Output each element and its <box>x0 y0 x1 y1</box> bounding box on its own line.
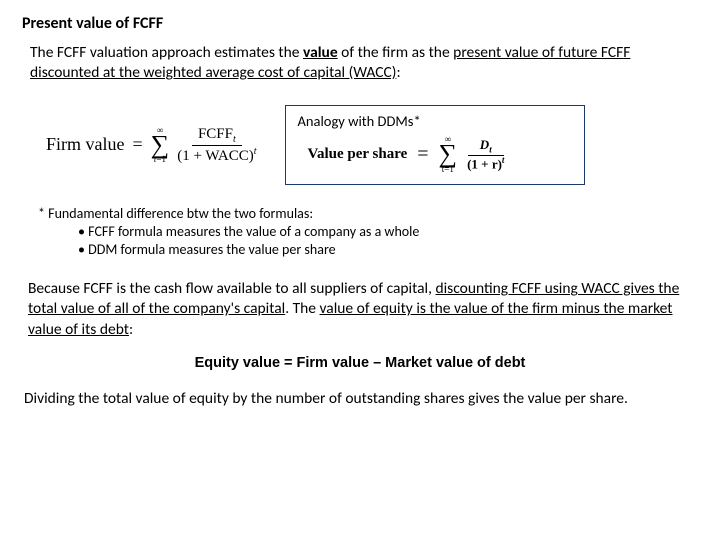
sum2-lower: t=1 <box>442 165 454 174</box>
firm-value-formula: Firm value = ∞ ∑ t=1 FCFFt (1 + WACC)t <box>46 126 257 165</box>
intro-text-2: of the firm as the <box>338 43 454 62</box>
fraction: FCFFt (1 + WACC)t <box>177 126 256 165</box>
sigma-icon-2: ∑ <box>439 144 458 165</box>
closing-paragraph: Dividing the total value of equity by th… <box>22 389 698 409</box>
intro-paragraph: The FCFF valuation approach estimates th… <box>22 43 698 83</box>
para2-text-2: . The <box>285 299 319 318</box>
footnote: * Fundamental difference btw the two for… <box>22 205 698 260</box>
fraction-2: Dt (1 + r)t <box>467 138 504 171</box>
explanation-paragraph: Because FCFF is the cash flow available … <box>22 279 698 339</box>
fraction-top: FCFFt <box>192 126 242 146</box>
footnote-bullet-2: • DDM formula measures the value per sha… <box>78 241 698 259</box>
formulas-row: Firm value = ∞ ∑ t=1 FCFFt (1 + WACC)t A… <box>22 105 698 185</box>
formula2-eq: = <box>417 141 428 167</box>
intro-text-1: The FCFF valuation approach estimates th… <box>30 43 303 62</box>
formula-eq: = <box>133 133 143 156</box>
para2-text-1: Because FCFF is the cash flow available … <box>28 279 435 298</box>
sum-lower: t=1 <box>154 155 166 164</box>
summation-symbol-2: ∞ ∑ t=1 <box>439 135 458 174</box>
footnote-bullet-1: • FCFF formula measures the value of a c… <box>78 223 698 241</box>
value-per-share-formula: Value per share = ∞ ∑ t=1 Dt (1 + r)t <box>298 135 572 174</box>
analogy-box: Analogy with DDMs* Value per share = ∞ ∑… <box>285 105 585 185</box>
fraction2-top: Dt <box>468 138 504 156</box>
formula-label: Firm value <box>46 133 125 156</box>
fraction-bot: (1 + WACC)t <box>177 146 256 165</box>
fraction2-bot: (1 + r)t <box>467 156 504 171</box>
sigma-icon: ∑ <box>151 135 170 156</box>
intro-value-word: value <box>303 43 338 62</box>
footnote-lead: * Fundamental difference btw the two for… <box>38 205 698 223</box>
intro-text-3: : <box>396 63 400 82</box>
para2-text-3: : <box>129 320 133 339</box>
equity-value-formula: Equity value = Firm value – Market value… <box>22 354 698 373</box>
formula2-label: Value per share <box>308 145 408 165</box>
page-title: Present value of FCFF <box>22 14 698 35</box>
summation-symbol: ∞ ∑ t=1 <box>151 126 170 165</box>
analogy-title: Analogy with DDMs* <box>298 112 572 131</box>
